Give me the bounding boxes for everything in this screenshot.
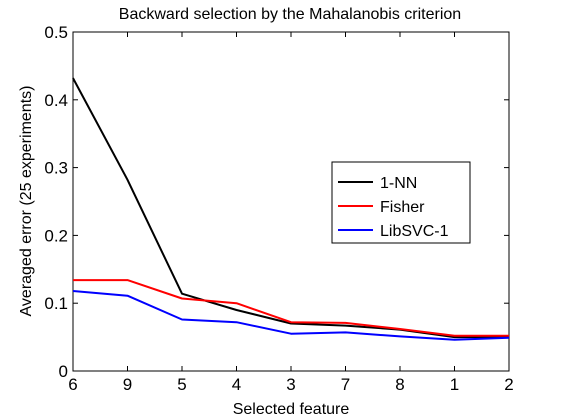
x-tick-label: 3 bbox=[286, 375, 295, 394]
y-tick-label: 0.1 bbox=[44, 294, 68, 313]
legend-label: Fisher bbox=[380, 199, 425, 216]
axis-ticks: 6 9 5 4 3 7 8 1 2 0 0.1 0.2 0.3 0.4 0.5 bbox=[44, 23, 513, 394]
y-axis-label: Averaged error (25 experiments) bbox=[18, 86, 35, 317]
y-tick-label: 0.3 bbox=[44, 159, 68, 178]
series-line-libsvc-1 bbox=[72, 290, 510, 341]
chart-title: Backward selection by the Mahalanobis cr… bbox=[119, 6, 461, 23]
legend: 1-NN Fisher LibSVC-1 bbox=[331, 161, 471, 244]
x-tick-label: 1 bbox=[450, 375, 459, 394]
x-tick-label: 8 bbox=[395, 375, 404, 394]
y-tick-label: 0.2 bbox=[44, 226, 68, 245]
x-tick-label: 7 bbox=[341, 375, 350, 394]
series-line-1-nn bbox=[72, 77, 509, 339]
x-tick-label: 5 bbox=[177, 375, 186, 394]
series-layer bbox=[72, 77, 510, 341]
legend-label: 1-NN bbox=[380, 175, 417, 192]
x-tick-label: 6 bbox=[68, 375, 77, 394]
legend-label: LibSVC-1 bbox=[380, 223, 449, 240]
y-tick-label: 0 bbox=[59, 362, 68, 381]
x-tick-label: 4 bbox=[232, 375, 241, 394]
series-line-fisher bbox=[73, 279, 509, 337]
x-tick-label: 9 bbox=[123, 375, 132, 394]
y-tick-label: 0.5 bbox=[44, 23, 68, 42]
x-tick-label: 2 bbox=[504, 375, 513, 394]
y-tick-label: 0.4 bbox=[44, 91, 68, 110]
x-axis-label: Selected feature bbox=[233, 401, 350, 418]
